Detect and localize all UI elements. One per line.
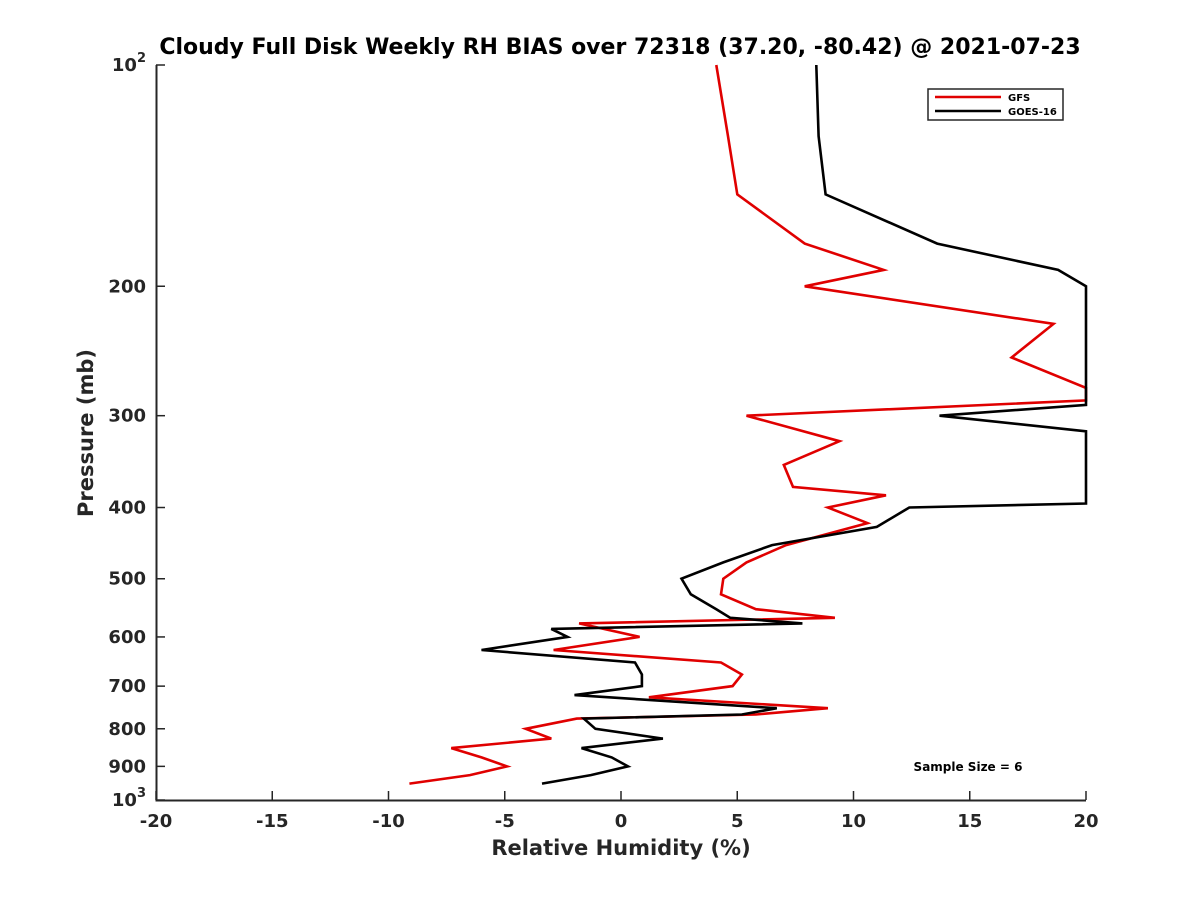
x-axis-label: Relative Humidity (%) xyxy=(491,836,750,860)
x-tick-label: 5 xyxy=(731,811,744,832)
x-tick-label: -5 xyxy=(495,811,515,832)
plot-area: -20 -15 -10 -5 0 5 10 15 20 102 200 300 400 500 600 70… xyxy=(108,51,1098,832)
y-tick-label: 500 xyxy=(108,569,146,590)
y-tick-label: 300 xyxy=(108,406,146,427)
y-tick-label: 200 xyxy=(108,276,146,297)
series-line-gfs xyxy=(409,64,1088,785)
y-tick-label: 400 xyxy=(108,498,146,519)
x-tick-label: 15 xyxy=(957,811,982,832)
legend-box xyxy=(927,88,1064,121)
sample-size-annotation: Sample Size = 6 xyxy=(914,760,1023,774)
y-tick-label: 900 xyxy=(108,756,146,777)
y-tick-label: 600 xyxy=(108,627,146,648)
y-tick-label: 700 xyxy=(108,676,146,697)
x-ticks: -20 -15 -10 -5 0 5 10 15 20 xyxy=(140,791,1099,832)
x-tick-label: 0 xyxy=(615,811,628,832)
x-tick-label: -15 xyxy=(256,811,289,832)
y-ticks: 102 200 300 400 500 600 700 800 900 103 xyxy=(108,51,165,811)
series-layer xyxy=(409,64,1088,785)
y-axis-label: Pressure (mb) xyxy=(74,349,98,517)
x-tick-label: -20 xyxy=(140,811,173,832)
legend-label-goes16: GOES-16 xyxy=(1008,107,1057,118)
y-tick-label: 800 xyxy=(108,719,146,740)
chart-title: Cloudy Full Disk Weekly RH BIAS over 723… xyxy=(159,35,1080,60)
x-tick-label: 10 xyxy=(841,811,866,832)
series-line-goes-16 xyxy=(481,64,1088,785)
y-tick-label: 102 xyxy=(112,51,146,76)
legend-label-gfs: GFS xyxy=(1008,93,1030,104)
legend: GFS GOES-16 xyxy=(927,88,1064,121)
x-tick-label: -10 xyxy=(372,811,405,832)
y-tick-label: 103 xyxy=(112,786,146,811)
x-tick-label: 20 xyxy=(1073,811,1098,832)
